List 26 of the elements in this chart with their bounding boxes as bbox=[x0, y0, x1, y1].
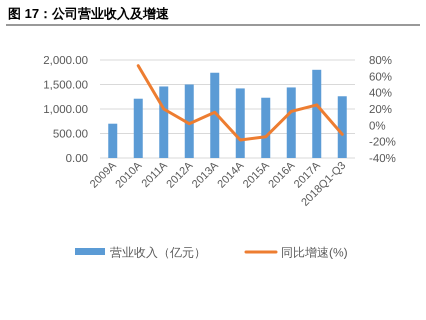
y2-tick-label: 40% bbox=[369, 88, 392, 100]
chart-title: 图 17：公司营业收入及增速 bbox=[8, 6, 170, 21]
y-tick-label: 0.00 bbox=[66, 153, 88, 165]
bar bbox=[134, 98, 143, 158]
bar bbox=[108, 124, 118, 158]
y2-tick-label: 80% bbox=[369, 55, 392, 67]
y-tick-label: 1,000.00 bbox=[43, 104, 88, 116]
y2-tick-label: 20% bbox=[369, 104, 392, 116]
y2-tick-label: 0% bbox=[369, 120, 386, 132]
bar bbox=[338, 96, 347, 158]
bar bbox=[312, 70, 322, 158]
bar bbox=[210, 72, 220, 158]
y2-tick-label: -40% bbox=[369, 153, 396, 165]
y2-tick-label: -20% bbox=[369, 136, 396, 149]
y-tick-label: 2,000.00 bbox=[43, 55, 88, 67]
bar bbox=[261, 98, 270, 158]
bar bbox=[159, 86, 168, 158]
bar bbox=[236, 88, 245, 158]
legend-label: 同比增速(%) bbox=[281, 246, 348, 260]
line-series bbox=[136, 64, 344, 142]
bar bbox=[184, 84, 194, 158]
bar bbox=[286, 87, 296, 158]
y-tick-label: 500.00 bbox=[52, 128, 88, 140]
legend-label: 营业收入（亿元） bbox=[110, 246, 206, 260]
y2-tick-label: 60% bbox=[369, 71, 392, 84]
y-tick-label: 1,500.00 bbox=[43, 80, 88, 92]
